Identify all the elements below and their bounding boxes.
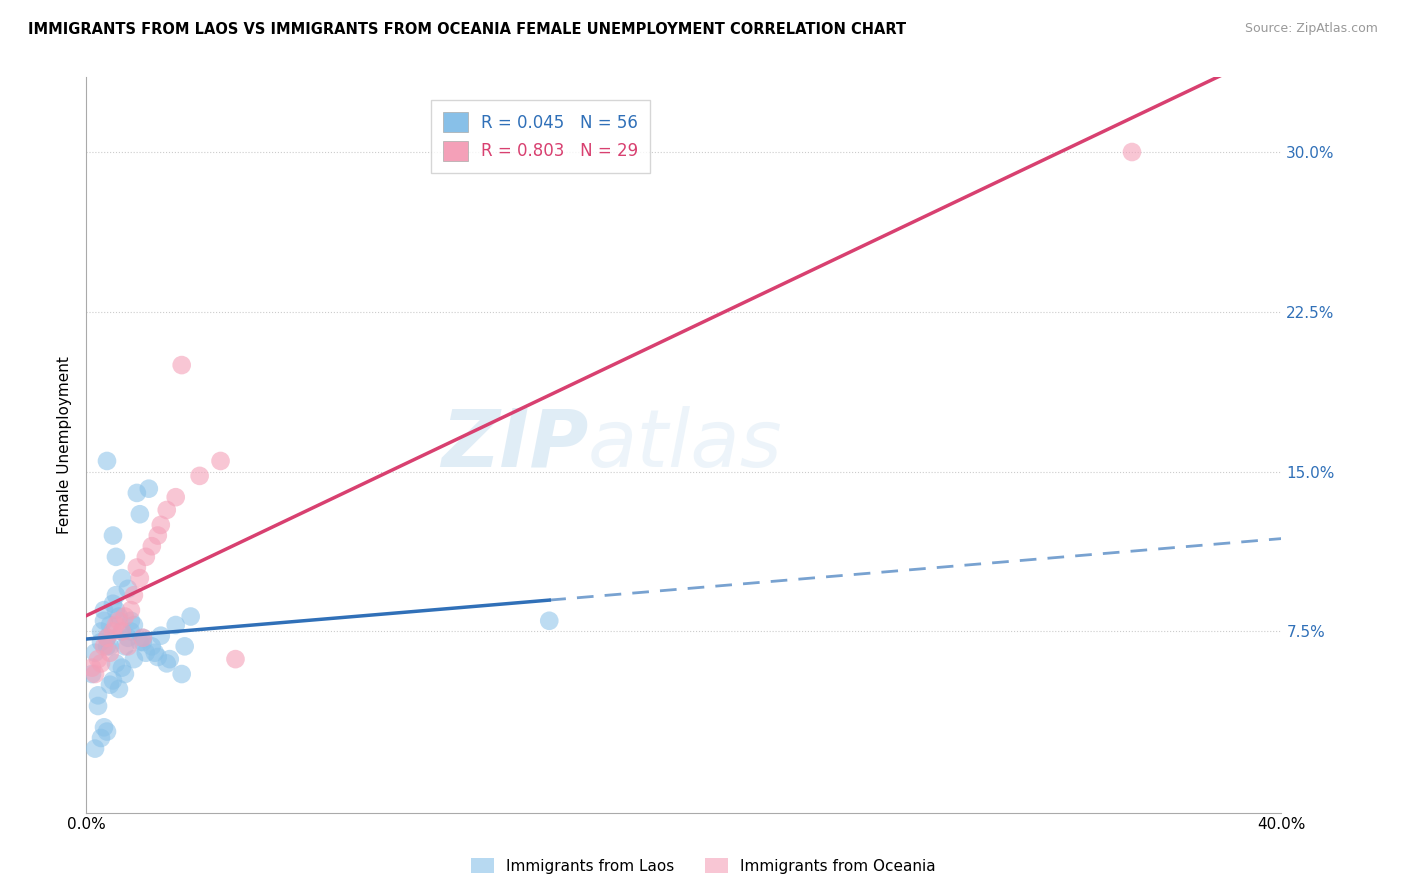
Point [135,646,157,660]
Point [120,614,142,628]
Point [90,635,112,649]
Point [104,603,127,617]
Point [111,624,134,639]
Point [122,588,145,602]
Point [80,667,103,681]
Text: Source: ZipAtlas.com: Source: ZipAtlas.com [1244,22,1378,36]
Point [87,698,110,713]
Point [156,503,179,517]
Point [128,635,150,649]
Point [93,614,115,628]
Point [98,618,121,632]
Point [96,724,118,739]
Point [132,635,155,649]
Point [125,486,148,500]
Point [111,660,134,674]
Point [90,657,112,671]
Point [135,549,157,564]
Point [96,631,118,645]
Point [117,582,139,596]
Point [108,681,131,696]
Point [132,631,155,645]
Point [173,640,195,654]
Point [120,624,142,639]
Point [93,603,115,617]
Point [138,482,160,496]
Point [108,614,131,628]
Point [156,657,179,671]
Point [149,629,172,643]
Point [117,640,139,654]
Point [87,689,110,703]
Point [1121,145,1143,159]
Point [117,631,139,645]
Point [101,624,124,639]
Point [128,507,150,521]
Point [98,640,121,654]
Point [93,720,115,734]
Point [170,667,193,681]
Point [90,624,112,639]
Point [165,618,187,632]
Point [143,646,166,660]
Legend: Immigrants from Laos, Immigrants from Oceania: Immigrants from Laos, Immigrants from Oc… [464,852,942,880]
Point [141,640,163,654]
Text: atlas: atlas [588,406,783,484]
Point [80,660,103,674]
Point [149,517,172,532]
Point [84,741,107,756]
Point [111,624,134,639]
Point [146,650,169,665]
Point [98,678,121,692]
Point [125,560,148,574]
Point [111,571,134,585]
Text: ZIP: ZIP [440,406,588,484]
Point [96,454,118,468]
Legend: R = 0.045   N = 56, R = 0.803   N = 29: R = 0.045 N = 56, R = 0.803 N = 29 [430,101,650,173]
Point [104,657,127,671]
Point [87,652,110,666]
Text: IMMIGRANTS FROM LAOS VS IMMIGRANTS FROM OCEANIA FEMALE UNEMPLOYMENT CORRELATION : IMMIGRANTS FROM LAOS VS IMMIGRANTS FROM … [28,22,907,37]
Point [141,539,163,553]
Point [90,731,112,745]
Point [101,673,124,688]
Point [108,609,131,624]
Point [101,597,124,611]
Point [98,646,121,660]
Point [209,454,232,468]
Point [104,588,127,602]
Point [170,358,193,372]
Point [165,490,187,504]
Point [93,640,115,654]
Point [114,640,136,654]
Point [224,652,246,666]
Point [159,652,181,666]
Point [84,667,107,681]
Point [84,646,107,660]
Point [104,618,127,632]
Point [114,609,136,624]
Point [104,549,127,564]
Point [132,631,155,645]
Point [122,652,145,666]
Point [96,640,118,654]
Point [101,528,124,542]
Point [128,571,150,585]
Point [122,618,145,632]
Point [188,469,211,483]
Point [114,667,136,681]
Point [120,603,142,617]
Y-axis label: Female Unemployment: Female Unemployment [58,356,72,534]
Point [180,609,202,624]
Point [96,631,118,645]
Point [538,614,561,628]
Point [146,528,169,542]
